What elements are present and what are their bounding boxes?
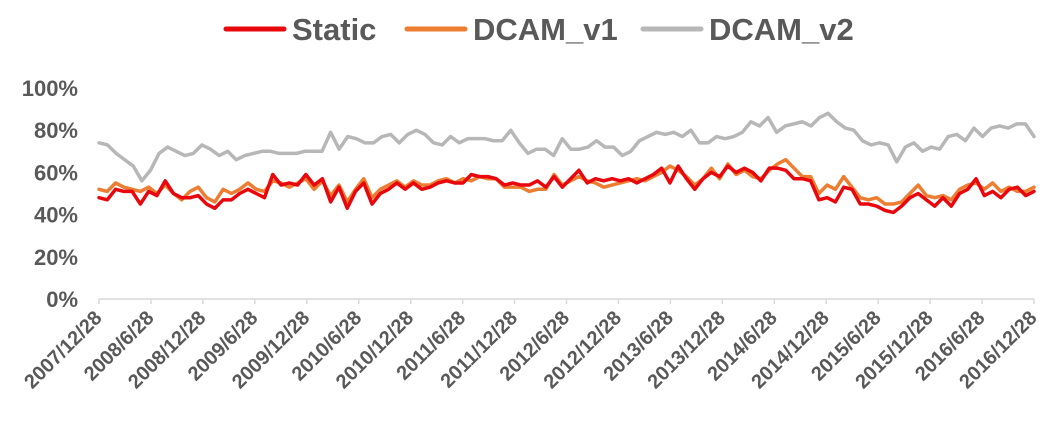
legend-label-2: DCAM_v2 [709,12,854,47]
y-tick-label: 0% [46,287,78,312]
legend-label-0: Static [292,12,376,47]
series-line-dcam-v2 [97,111,1036,183]
y-tick-label: 20% [34,245,78,270]
y-tick-label: 100% [22,76,78,101]
series-line-static [97,164,1036,215]
y-tick-label: 80% [34,118,78,143]
y-tick-label: 60% [34,160,78,185]
legend-label-1: DCAM_v1 [473,12,618,47]
y-tick-label: 40% [34,203,78,228]
